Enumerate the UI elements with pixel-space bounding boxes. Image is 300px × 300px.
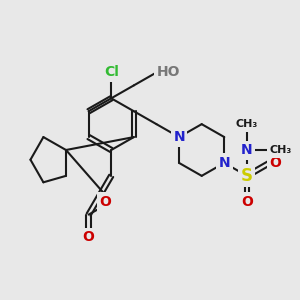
Text: O: O [99,195,111,209]
Text: N: N [173,130,185,144]
Text: HO: HO [157,65,180,80]
Text: Cl: Cl [104,65,119,80]
Text: CH₃: CH₃ [269,145,292,155]
Text: O: O [241,195,253,209]
Text: S: S [241,167,253,185]
Text: O: O [83,230,94,244]
Text: N: N [218,156,230,170]
Text: CH₃: CH₃ [236,119,258,129]
Text: O: O [269,156,281,170]
Text: N: N [241,143,253,157]
